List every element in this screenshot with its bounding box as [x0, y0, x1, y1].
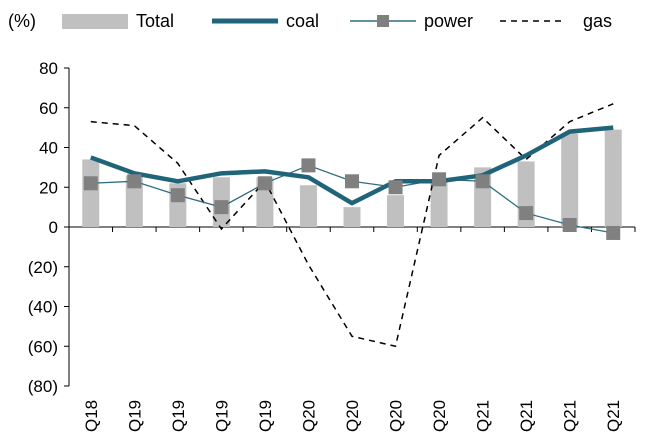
- x-tick-label: Q21: [561, 400, 580, 432]
- y-tick-label: 60: [39, 99, 58, 118]
- y-tick-label: (40): [28, 298, 58, 317]
- marker-power: [562, 218, 577, 233]
- x-tick-label: Q19: [212, 400, 231, 432]
- legend-swatch-total: [62, 14, 128, 29]
- x-tick-label: Q20: [343, 400, 362, 432]
- marker-power: [606, 225, 621, 240]
- legend-label-gas: gas: [583, 11, 612, 31]
- y-tick-label: 0: [49, 218, 58, 237]
- x-tick-label: Q20: [387, 400, 406, 432]
- marker-power: [83, 176, 98, 191]
- x-tick-label: Q20: [430, 400, 449, 432]
- legend-label-coal: coal: [286, 11, 319, 31]
- y-tick-label: 80: [39, 59, 58, 78]
- x-tick-label: Q21: [517, 400, 536, 432]
- legend-label-power: power: [424, 11, 473, 31]
- axes: 80 60 40 20 0 (20) (40) (60) (80) Q18 Q19 Q19 Q19 Q19…: [28, 59, 636, 432]
- legend: (%) Total coal power gas: [8, 11, 612, 31]
- bar-total: [561, 133, 579, 227]
- line-coal: [89, 125, 614, 206]
- marker-power: [388, 180, 403, 195]
- y-tick-label: 20: [39, 178, 58, 197]
- bar-total: [299, 185, 317, 227]
- marker-power: [475, 174, 490, 189]
- x-tick-label: Q19: [256, 400, 275, 432]
- marker-power: [345, 174, 359, 189]
- marker-power: [301, 158, 316, 173]
- marker-power: [519, 206, 534, 221]
- bar-total: [343, 207, 361, 227]
- bar-total: [82, 159, 100, 227]
- bar-total: [387, 195, 405, 227]
- markers-power: [83, 158, 621, 240]
- legend-label-total: Total: [136, 11, 174, 31]
- marker-power: [214, 200, 229, 215]
- x-tick-label: Q18: [82, 400, 101, 432]
- x-tick-label: Q19: [125, 400, 144, 432]
- line-gas: [90, 103, 614, 348]
- y-tick-label: 40: [39, 139, 58, 158]
- bar-total: [604, 129, 622, 227]
- marker-power: [170, 188, 185, 203]
- y-tick-label: (20): [28, 258, 58, 277]
- marker-power: [127, 174, 142, 189]
- x-tick-label: Q21: [604, 400, 623, 432]
- y-tick-label: (60): [28, 337, 58, 356]
- y-tick-label: (80): [28, 377, 58, 396]
- unit-label: (%): [8, 11, 36, 31]
- legend-swatch-power-marker: [377, 15, 389, 27]
- x-tick-label: Q20: [299, 400, 318, 432]
- marker-power: [432, 172, 447, 187]
- marker-power: [257, 176, 272, 191]
- x-tick-label: Q21: [474, 400, 493, 432]
- x-tick-label: Q19: [169, 400, 188, 432]
- bar-total: [430, 181, 448, 227]
